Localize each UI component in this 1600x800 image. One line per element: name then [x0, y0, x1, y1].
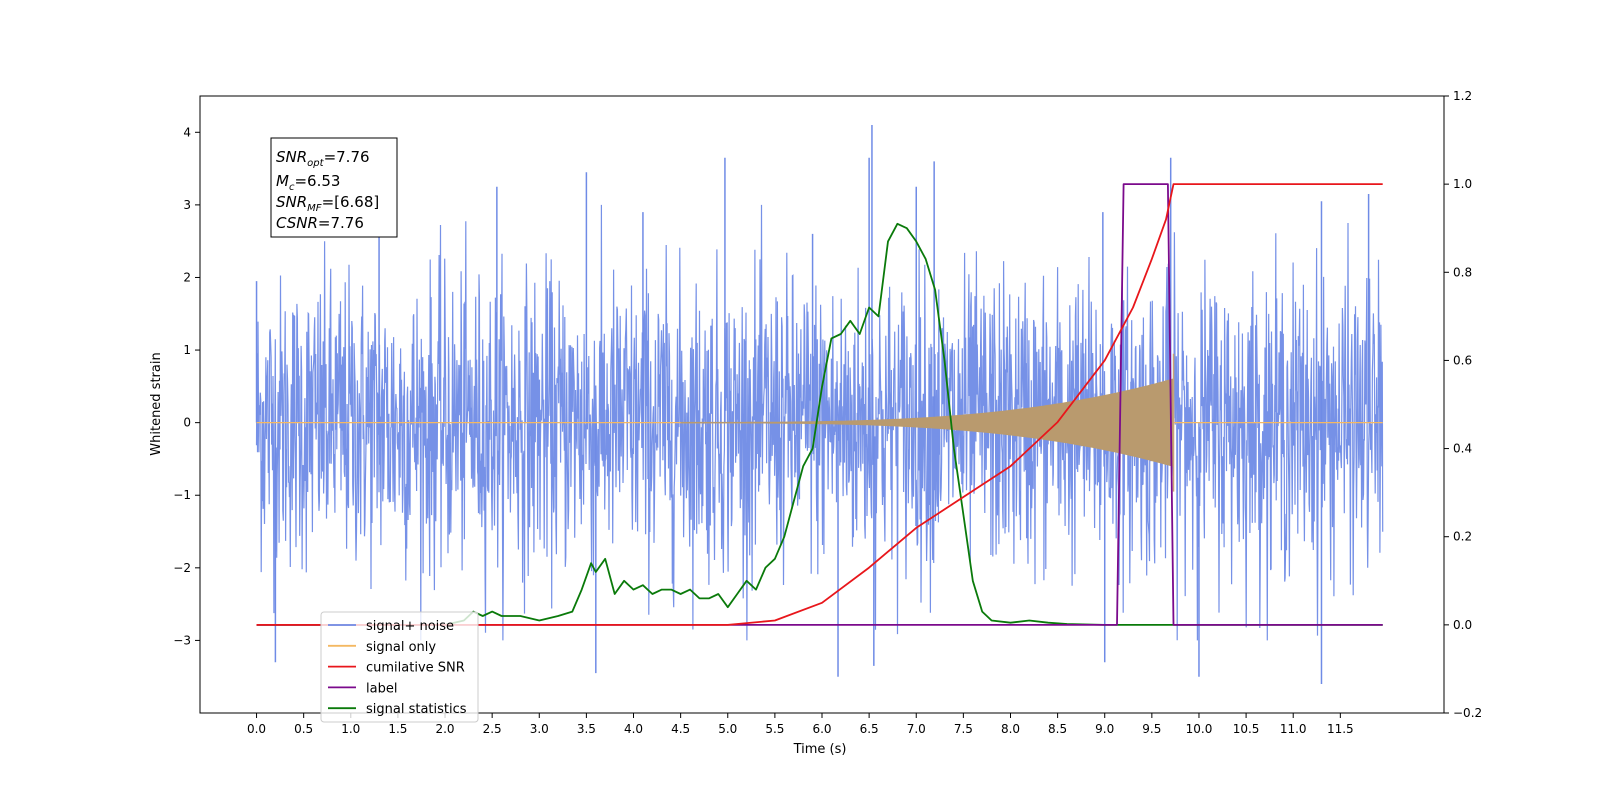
- x-tick-label: 2.0: [435, 722, 454, 736]
- info-snr-mf-value: [6.68]: [334, 193, 379, 211]
- info-csnr-value: 7.76: [331, 214, 364, 232]
- y2-tick-label: −0.2: [1453, 706, 1482, 720]
- x-tick-label: 3.5: [577, 722, 596, 736]
- series-label: [256, 183, 1383, 626]
- x-tick-label: 7.0: [907, 722, 926, 736]
- axis-ticks: 0.0 0.5 1.0 1.5 2.0 2.5 3.0 3.5 4.0 4.5 5.0 5.5 6.0 6…: [173, 89, 1482, 736]
- y2-tick-label: 0.0: [1453, 618, 1472, 632]
- x-tick-label: 4.5: [671, 722, 690, 736]
- plot-area: [255, 125, 1384, 684]
- legend-label: signal+ noise: [366, 619, 454, 634]
- y2-tick-label: 1.2: [1453, 89, 1472, 103]
- x-tick-label: 0.0: [247, 722, 266, 736]
- series-cumulative-snr: [256, 183, 1383, 626]
- x-tick-label: 1.5: [388, 722, 407, 736]
- y2-tick-label: 0.4: [1453, 442, 1472, 456]
- info-snr-opt-value: 7.76: [336, 148, 369, 166]
- info-box: SNRopt=7.76 Mc=6.53 SNRMF=[6.68] CSNR=7.…: [270, 137, 398, 238]
- x-tick-label: 1.0: [341, 722, 360, 736]
- info-mc-value: 6.53: [307, 172, 340, 190]
- series-signal-statistics: [256, 222, 1383, 626]
- y2-tick-label: 0.8: [1453, 265, 1472, 279]
- x-tick-label: 10.5: [1233, 722, 1260, 736]
- x-tick-label: 4.0: [624, 722, 643, 736]
- x-tick-label: 10.0: [1186, 722, 1213, 736]
- info-box-frame: [270, 137, 398, 238]
- legend-label: label: [366, 681, 397, 696]
- legend-label: signal only: [366, 640, 436, 655]
- info-snr-mf: SNRMF=[6.68]: [276, 193, 379, 214]
- y2-tick-label: 1.0: [1453, 177, 1472, 191]
- series-signal-noise: [255, 204, 1384, 641]
- x-tick-label: 0.5: [294, 722, 313, 736]
- y-tick-label: 3: [183, 198, 191, 212]
- series-signal-only-chirp: [680, 378, 1174, 467]
- x-axis-label: Time (s): [793, 742, 847, 757]
- x-tick-label: 5.5: [765, 722, 784, 736]
- x-tick-label: 6.5: [860, 722, 879, 736]
- y-tick-label: 4: [183, 125, 191, 139]
- legend-label: cumilative SNR: [366, 661, 465, 676]
- legend-frame: [320, 611, 479, 723]
- legend-label: signal statistics: [366, 702, 467, 717]
- x-tick-label: 9.5: [1142, 722, 1161, 736]
- y-tick-label: −1: [173, 488, 191, 502]
- x-tick-label: 8.5: [1048, 722, 1067, 736]
- legend: signal+ noise signal only cumilative SNR la…: [320, 611, 479, 723]
- info-mc: Mc=6.53: [276, 172, 340, 193]
- y2-tick-label: 0.2: [1453, 530, 1472, 544]
- x-tick-label: 8.0: [1001, 722, 1020, 736]
- x-tick-label: 6.0: [812, 722, 831, 736]
- y-tick-label: 0: [183, 416, 191, 430]
- y-tick-label: −2: [173, 561, 191, 575]
- x-tick-label: 7.5: [954, 722, 973, 736]
- x-tick-label: 9.0: [1095, 722, 1114, 736]
- info-snr-opt: SNRopt=7.76: [276, 148, 370, 169]
- x-tick-label: 2.5: [483, 722, 502, 736]
- y-tick-label: 2: [183, 270, 191, 284]
- x-tick-label: 11.0: [1280, 722, 1307, 736]
- x-tick-label: 5.0: [718, 722, 737, 736]
- x-tick-label: 3.0: [530, 722, 549, 736]
- info-csnr: CSNR=7.76: [276, 214, 364, 232]
- y-tick-label: −3: [173, 633, 191, 647]
- y2-tick-label: 0.6: [1453, 353, 1472, 367]
- y-axis-label: Whitened strain: [149, 352, 164, 455]
- x-tick-label: 11.5: [1327, 722, 1354, 736]
- y-tick-label: 1: [183, 343, 191, 357]
